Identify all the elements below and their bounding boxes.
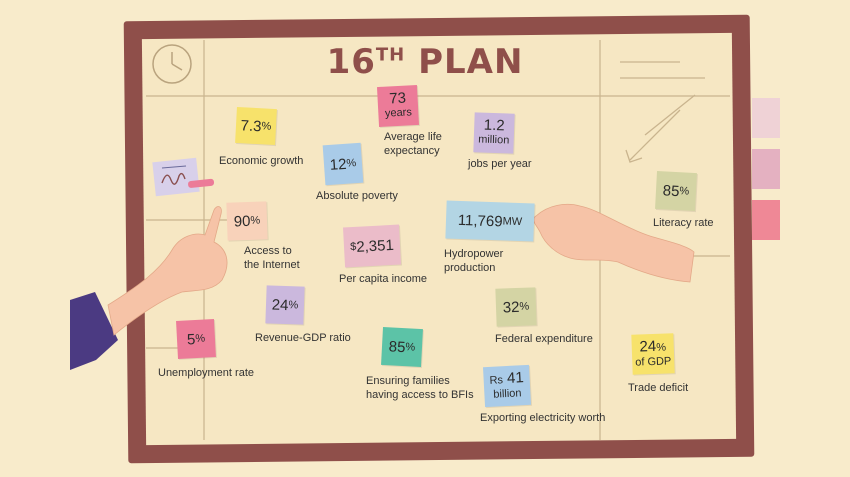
label-federal-expenditure: Federal expenditure — [495, 333, 593, 345]
label-revenue-gdp: Revenue-GDP ratio — [255, 332, 351, 344]
note-literacy-rate: 85% — [655, 170, 697, 212]
side-tab-mid — [752, 149, 780, 189]
label-economic-growth: Economic growth — [219, 155, 304, 167]
side-tab-light — [752, 98, 780, 138]
note-absolute-poverty: 12% — [322, 142, 364, 186]
note-jobs: 1.2 million — [473, 112, 515, 154]
label-per-capita-income: Per capita income — [339, 273, 428, 285]
note-unemployment: 5% — [176, 319, 216, 359]
label-literacy-rate: Literacy rate — [653, 217, 714, 229]
label-trade-deficit: Trade deficit — [628, 382, 689, 394]
left-hand — [107, 206, 228, 336]
label-bfi-access: Ensuring families having access to BFIs — [366, 375, 474, 401]
note-economic-growth: 7.3% — [235, 106, 277, 146]
label-hydropower: Hydropower production — [444, 248, 504, 274]
note-federal-expenditure: 32% — [495, 287, 537, 327]
label-electricity-export: Exporting electricity worth — [480, 412, 606, 424]
note-electricity-export: Rs 41 billion — [482, 364, 532, 408]
note-per-capita-income: $2,351 — [342, 224, 402, 268]
side-tab-dark — [752, 200, 780, 240]
label-internet-access: Access to the Internet — [244, 245, 300, 271]
note-internet-access: 90% — [226, 201, 268, 241]
clock-icon — [152, 44, 192, 84]
label-absolute-poverty: Absolute poverty — [316, 190, 398, 202]
left-sleeve — [70, 292, 118, 370]
label-unemployment: Unemployment rate — [158, 367, 254, 379]
right-hand — [533, 203, 695, 283]
label-jobs: jobs per year — [468, 158, 532, 170]
note-hydropower: 11,769 MW — [445, 200, 535, 242]
sketch-note-icon — [152, 157, 215, 197]
note-life-expectancy: 73 years — [376, 84, 420, 128]
note-revenue-gdp: 24% — [265, 285, 305, 325]
note-bfi-access: 85% — [381, 326, 423, 368]
page-title: 16TH PLAN — [326, 42, 524, 82]
note-trade-deficit: 24% of GDP — [631, 333, 675, 375]
label-life-expectancy: Average life expectancy — [384, 131, 442, 157]
